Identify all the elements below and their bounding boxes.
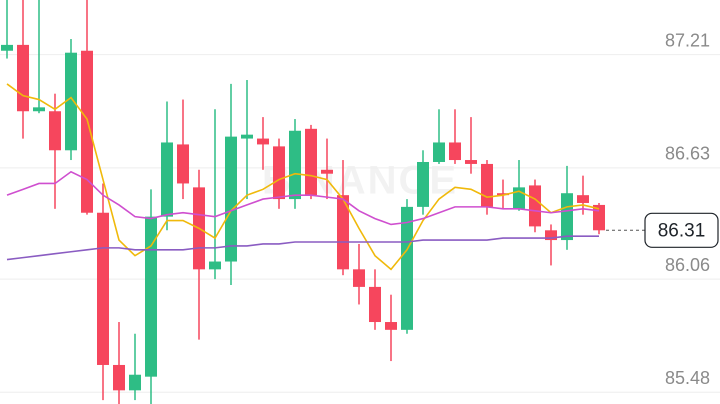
candle-body bbox=[417, 161, 429, 207]
candle-body bbox=[353, 269, 365, 287]
candle-body bbox=[433, 142, 445, 162]
candle-body bbox=[97, 212, 109, 365]
candle-body bbox=[113, 364, 125, 391]
last-price-box bbox=[644, 212, 719, 248]
moving-average-line bbox=[6, 170, 600, 226]
candle-body bbox=[449, 142, 461, 161]
candle-body bbox=[385, 322, 397, 330]
y-tick-label: 86.63 bbox=[665, 144, 710, 164]
candle-body bbox=[161, 142, 173, 217]
candle-body bbox=[481, 163, 493, 207]
candle-body bbox=[257, 138, 269, 145]
candle-body bbox=[273, 146, 285, 200]
last-price-label: 86.31 bbox=[658, 220, 706, 241]
candle-body bbox=[17, 44, 29, 112]
candle-body bbox=[81, 50, 93, 213]
candle-body bbox=[289, 130, 301, 200]
y-tick-label: 86.06 bbox=[665, 255, 710, 275]
candle-body bbox=[465, 160, 477, 164]
moving-average-line bbox=[6, 83, 600, 271]
candle-body bbox=[65, 52, 77, 151]
y-tick-label: 85.48 bbox=[665, 368, 710, 388]
candle-body bbox=[529, 185, 541, 227]
candle-body bbox=[49, 111, 61, 151]
candle-body bbox=[1, 44, 13, 51]
candle-body bbox=[209, 261, 221, 270]
candle-body bbox=[225, 136, 237, 262]
candle-body bbox=[593, 204, 605, 231]
candle-body bbox=[321, 169, 333, 174]
candle-body bbox=[497, 193, 509, 196]
candle-body bbox=[337, 195, 349, 270]
y-tick-label: 87.21 bbox=[665, 30, 710, 50]
candle-body bbox=[545, 230, 557, 241]
candle-body bbox=[33, 107, 45, 112]
candle-body bbox=[241, 134, 253, 139]
candle-body bbox=[305, 128, 317, 196]
candle-body bbox=[561, 193, 573, 241]
candle-body bbox=[145, 216, 157, 377]
candle-body bbox=[177, 144, 189, 184]
candle-body bbox=[577, 195, 589, 203]
moving-average-line bbox=[6, 235, 599, 261]
candle-body bbox=[369, 286, 381, 323]
candle-body bbox=[129, 374, 141, 391]
candle-body bbox=[401, 206, 413, 330]
